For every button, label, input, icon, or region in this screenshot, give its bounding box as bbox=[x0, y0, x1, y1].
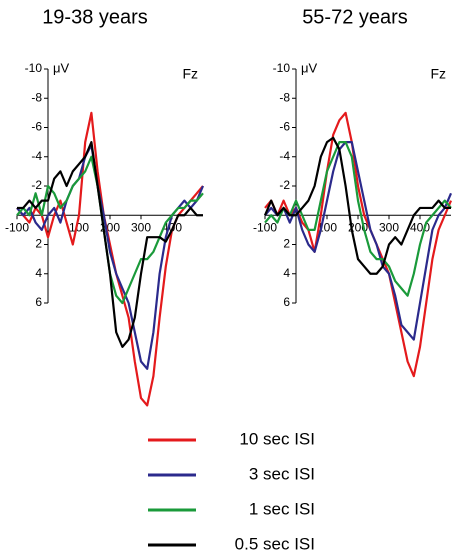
legend-label: 3 sec ISI bbox=[249, 464, 315, 483]
x-tick-label: 300 bbox=[131, 220, 151, 234]
y-tick-label: -6 bbox=[279, 120, 290, 134]
y-tick-label: -8 bbox=[31, 90, 42, 104]
y-tick-label: 2 bbox=[35, 237, 42, 251]
y-tick-label: -4 bbox=[279, 149, 290, 163]
erp-line bbox=[264, 141, 452, 297]
y-tick-label: 6 bbox=[35, 295, 42, 309]
panel-title: 55-72 years bbox=[302, 6, 408, 28]
x-tick-label: -100 bbox=[253, 220, 277, 234]
y-tick-label: 2 bbox=[283, 237, 290, 251]
y-tick-label: 4 bbox=[35, 266, 42, 280]
y-tick-label: -2 bbox=[31, 178, 42, 192]
y-tick-label: 6 bbox=[283, 295, 290, 309]
y-unit: μV bbox=[53, 60, 69, 75]
y-tick-label: -4 bbox=[31, 149, 42, 163]
y-tick-label: -2 bbox=[279, 178, 290, 192]
y-tick-label: -10 bbox=[25, 61, 43, 75]
y-tick-label: -6 bbox=[31, 120, 42, 134]
legend-label: 1 sec ISI bbox=[249, 499, 315, 518]
x-tick-label: 300 bbox=[379, 220, 399, 234]
erp-line bbox=[264, 141, 453, 341]
erp-line bbox=[263, 136, 451, 275]
y-tick-label: 4 bbox=[283, 266, 290, 280]
erp-line bbox=[16, 143, 205, 370]
legend-label: 10 sec ISI bbox=[239, 429, 315, 448]
legend-label: 0.5 sec ISI bbox=[235, 534, 315, 550]
y-tick-label: -10 bbox=[273, 61, 291, 75]
x-tick-label: 100 bbox=[69, 220, 89, 234]
x-tick-label: -100 bbox=[5, 220, 29, 234]
channel-label: Fz bbox=[182, 66, 198, 82]
y-tick-label: -8 bbox=[279, 90, 290, 104]
channel-label: Fz bbox=[430, 66, 446, 82]
panel-title: 19-38 years bbox=[42, 6, 148, 28]
erp-line bbox=[17, 141, 203, 348]
y-unit: μV bbox=[301, 60, 317, 75]
